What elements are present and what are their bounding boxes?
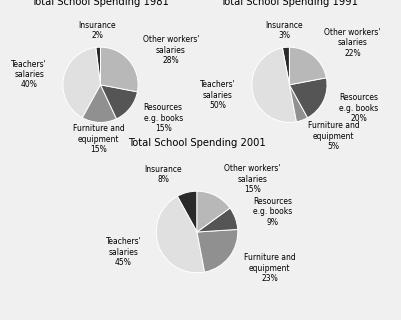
Text: Insurance
3%: Insurance 3% — [265, 21, 302, 40]
Wedge shape — [289, 47, 326, 85]
Text: Insurance
2%: Insurance 2% — [78, 21, 115, 40]
Text: Teachers'
salaries
50%: Teachers' salaries 50% — [200, 80, 235, 110]
Text: Other workers'
salaries
22%: Other workers' salaries 22% — [323, 28, 380, 58]
Wedge shape — [196, 191, 229, 232]
Text: Other workers'
salaries
15%: Other workers' salaries 15% — [223, 164, 279, 194]
Wedge shape — [251, 48, 296, 122]
Text: Resources
e.g. books
15%: Resources e.g. books 15% — [143, 103, 182, 133]
Wedge shape — [100, 47, 138, 92]
Text: Furniture and
equipment
23%: Furniture and equipment 23% — [243, 253, 295, 283]
Wedge shape — [177, 191, 196, 232]
Wedge shape — [156, 196, 204, 273]
Text: Furniture and
equipment
15%: Furniture and equipment 15% — [73, 124, 124, 154]
Text: Resources
e.g. books
9%: Resources e.g. books 9% — [252, 197, 291, 227]
Text: Other workers'
salaries
28%: Other workers' salaries 28% — [142, 35, 198, 65]
Wedge shape — [289, 78, 326, 118]
Text: Resources
e.g. books
20%: Resources e.g. books 20% — [338, 93, 377, 123]
Text: Teachers'
salaries
45%: Teachers' salaries 45% — [105, 237, 141, 267]
Wedge shape — [289, 85, 307, 122]
Text: Furniture and
equipment
5%: Furniture and equipment 5% — [307, 121, 359, 151]
Wedge shape — [63, 47, 100, 118]
Wedge shape — [82, 85, 116, 122]
Text: Teachers'
salaries
40%: Teachers' salaries 40% — [11, 60, 47, 90]
Wedge shape — [95, 47, 100, 85]
Wedge shape — [282, 47, 289, 85]
Title: Total School Spending 2001: Total School Spending 2001 — [128, 138, 265, 148]
Wedge shape — [196, 229, 237, 272]
Wedge shape — [196, 208, 237, 232]
Title: Total School Spending 1991: Total School Spending 1991 — [220, 0, 358, 7]
Wedge shape — [100, 85, 137, 119]
Title: Total School Spending 1981: Total School Spending 1981 — [32, 0, 169, 7]
Text: Insurance
8%: Insurance 8% — [144, 165, 182, 184]
